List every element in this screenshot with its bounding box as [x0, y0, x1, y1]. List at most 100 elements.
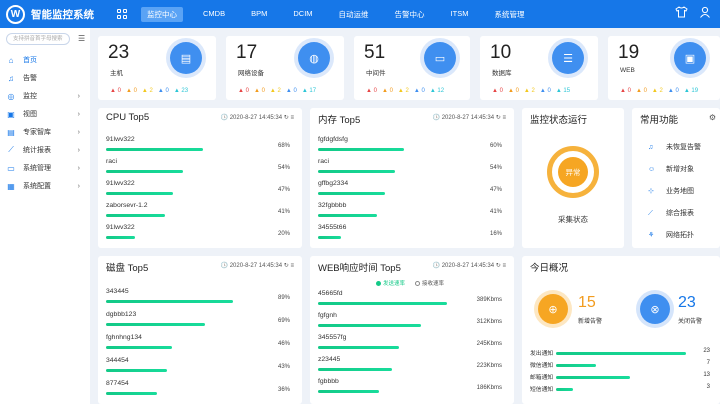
menu-icon[interactable]: ≡ [502, 115, 506, 121]
nav-dcim[interactable]: DCIM [293, 8, 313, 18]
new-alarm-count: 15 [578, 294, 596, 311]
stat-card-network[interactable]: 17 网络设备 ◍ ▲ 0 ▲ 0 ▲ 2 ▲ 0 ▲ 17 [226, 36, 344, 100]
grid-icon[interactable] [117, 9, 127, 19]
bell-icon: ♫ [8, 73, 14, 83]
stat-value: 19 [618, 42, 640, 63]
refresh-icon[interactable]: ↻ [495, 263, 501, 269]
func-report[interactable]: ⟋ 综合报表 [648, 210, 694, 217]
sidebar-item-sysconfig[interactable]: ▦ 系统配置 › [0, 177, 90, 195]
menu-collapse-icon[interactable]: ☰ [78, 34, 86, 43]
panel-title: 监控状态运行 [530, 115, 588, 126]
topology-icon: ⚘ [648, 232, 655, 239]
today-overview-panel: 今日概况 ⊕ 15 新增告警 ⊗ 23 关闭告警 发出通知 23 微信通知 7 邮箱… [522, 256, 720, 404]
list-item: 345557fg 245Kbms [318, 334, 502, 349]
new-alarm-label: 新增告警 [578, 319, 603, 325]
panel-title: 常用功能 [640, 115, 679, 126]
panel-title: CPU Top5 [106, 112, 150, 123]
closed-alarm-label: 关闭告警 [678, 319, 703, 325]
book-icon: ▤ [7, 127, 15, 137]
chart-legend: 发送速率 接收速率 [376, 279, 444, 287]
monitor-icon: ◎ [7, 91, 15, 101]
sidebar-item-label: 统计报表 [23, 147, 51, 154]
alarm-counts: ▲ 0 ▲ 0 ▲ 2 ▲ 0 ▲ 12 [366, 88, 445, 94]
list-item: dgbbb123 69% [106, 311, 290, 326]
app-title: 智能监控系统 [31, 8, 94, 21]
menu-icon[interactable]: ≡ [502, 263, 506, 269]
network-icon: ◍ [298, 42, 330, 74]
gear-icon: ▭ [7, 163, 15, 173]
stat-label: 中间件 [366, 70, 386, 77]
sidebar-item-expert[interactable]: ▤ 专家智库 › [0, 123, 90, 141]
user-icon[interactable] [698, 6, 712, 20]
func-unrecovered-alarm[interactable]: ♫ 未恢复告警 [648, 144, 701, 151]
database-icon: ☰ [552, 42, 584, 74]
list-item: zaborsevr-1.2 41% [106, 202, 290, 217]
nav-system-admin[interactable]: 系统管理 [494, 9, 525, 19]
menu-icon[interactable]: ≡ [290, 115, 294, 121]
closed-alarm-icon: ⊗ [640, 294, 670, 324]
nav-cmdb[interactable]: CMDB [203, 8, 226, 18]
nav-auto-ops[interactable]: 自动运维 [338, 9, 369, 19]
cpu-top5-panel: CPU Top5 🕓 2020-8-27 14:45:34 ↻ ≡ 91lwv3… [98, 108, 302, 248]
list-item: fghnhng134 46% [106, 334, 290, 349]
legend-receive[interactable]: 接收速率 [415, 279, 444, 287]
list-item: z23445 223Kbms [318, 356, 502, 371]
host-icon: ▤ [170, 42, 202, 74]
alarm-counts: ▲ 0 ▲ 0 ▲ 2 ▲ 0 ▲ 23 [110, 88, 189, 94]
nav-bpm[interactable]: BPM [251, 8, 268, 18]
home-icon: ⌂ [8, 55, 14, 65]
stat-label: 主机 [110, 70, 123, 77]
panel-title: 今日概况 [530, 263, 569, 274]
gear-icon[interactable]: ⚙ [708, 113, 716, 122]
stat-label: WEB [620, 67, 635, 74]
list-item: 877454 36% [106, 380, 290, 395]
func-add-object[interactable]: ☺ 新增对象 [648, 166, 694, 173]
list-item: fgbbbb 186Kbms [318, 378, 502, 393]
chevron-right-icon: › [77, 110, 80, 118]
sidebar-item-label: 系统管理 [23, 165, 51, 172]
sidebar-item-label: 视图 [23, 111, 37, 118]
menu-icon[interactable]: ≡ [290, 263, 294, 269]
nav-itsm[interactable]: ITSM [450, 8, 469, 18]
list-item: 91lwv322 20% [106, 224, 290, 239]
notif-row: 邮箱通知 13 [530, 372, 710, 381]
stat-value: 17 [236, 42, 258, 63]
list-item: 32fgbbbb 41% [318, 202, 502, 217]
func-business-map[interactable]: ⊹ 业务地图 [648, 188, 694, 195]
list-item: 91lwv322 47% [106, 180, 290, 195]
refresh-icon[interactable]: ↻ [283, 115, 289, 121]
shirt-icon[interactable] [674, 6, 688, 20]
sidebar-search-input[interactable]: 支持拼音首字母搜索 [6, 33, 70, 45]
sidebar-item-monitor[interactable]: ◎ 监控 › [0, 87, 90, 105]
memory-top5-panel: 内存 Top5 🕓 2020-8-27 14:45:34 ↻ ≡ fgfdgfd… [310, 108, 514, 248]
legend-send[interactable]: 发送速率 [376, 279, 405, 287]
bell-icon: ♫ [648, 144, 654, 151]
config-icon: ▦ [7, 181, 15, 191]
nav-monitor-center[interactable]: 监控中心 [141, 6, 183, 22]
sidebar-item-home[interactable]: ⌂ 首页 [0, 51, 90, 69]
stat-card-database[interactable]: 10 数据库 ☰ ▲ 0 ▲ 0 ▲ 2 ▲ 0 ▲ 15 [480, 36, 598, 100]
sidebar-item-view[interactable]: ▣ 视图 › [0, 105, 90, 123]
sidebar-item-reports[interactable]: ⟋ 统计报表 › [0, 141, 90, 159]
status-ring: 异常 [547, 146, 599, 198]
sidebar-item-label: 专家智库 [23, 129, 51, 136]
stat-card-web[interactable]: 19 WEB ▣ ▲ 0 ▲ 0 ▲ 2 ▲ 0 ▲ 19 [608, 36, 720, 100]
func-topology[interactable]: ⚘ 网络拓扑 [648, 232, 694, 239]
sidebar-item-sysadmin[interactable]: ▭ 系统管理 › [0, 159, 90, 177]
notif-row: 发出通知 23 [530, 348, 710, 357]
stat-card-host[interactable]: 23 主机 ▤ ▲ 0 ▲ 0 ▲ 2 ▲ 0 ▲ 23 [98, 36, 216, 100]
monitor-status-panel: 监控状态运行 异常 采集状态 [522, 108, 624, 248]
sidebar-item-alarm[interactable]: ♫ 告警 [0, 69, 90, 87]
panel-title: 内存 Top5 [318, 115, 361, 126]
view-icon: ▣ [7, 109, 15, 119]
new-alarm-icon: ⊕ [538, 294, 568, 324]
refresh-icon[interactable]: ↻ [283, 263, 289, 269]
nav-alarm-center[interactable]: 告警中心 [394, 9, 425, 19]
alarm-counts: ▲ 0 ▲ 0 ▲ 2 ▲ 0 ▲ 15 [492, 88, 571, 94]
refresh-icon[interactable]: ↻ [495, 115, 501, 121]
list-item: 91lwv322 68% [106, 136, 290, 151]
list-item: 34555t66 16% [318, 224, 502, 239]
panel-date: 🕓 2020-8-27 14:45:34 ↻ ≡ [432, 263, 506, 269]
stat-card-middleware[interactable]: 51 中间件 ▭ ▲ 0 ▲ 0 ▲ 2 ▲ 0 ▲ 12 [354, 36, 470, 100]
chevron-right-icon: › [77, 182, 80, 190]
